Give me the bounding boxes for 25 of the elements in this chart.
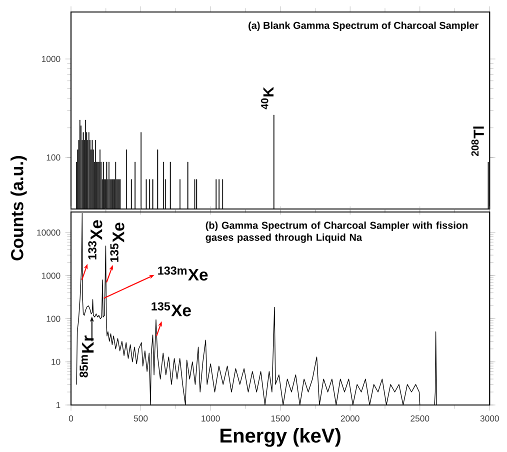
annotation: $^{133}$Xe [88,220,102,260]
text: (a) Blank Gamma Spectrum of Charcoal Sampler [248,22,478,31]
annotation: $^{40}$K [261,86,274,110]
x-tick-label: 1000 [202,415,220,422]
x-tick-label: 2000 [340,415,360,422]
x-axis-title: Energy (keV) [220,428,340,447]
annotation: $^{85m}$Kr [80,335,94,378]
annotation: $^{135}$Xe [152,302,191,316]
x-tick-label: 3000 [480,415,499,422]
x-tick-label: 2500 [410,415,430,422]
y-tick-label: 100 [46,316,60,322]
annotation: $^{135}$Xe [110,222,124,262]
x-tick-label: 0 [68,415,74,422]
y-tick-label: 100 [46,154,60,161]
y-tick-label: 10000 [37,230,60,236]
annotation: $^{133m}$Xe [158,266,208,281]
x-tick-label: 1500 [271,415,290,422]
x-tick-label: 500 [134,415,148,422]
y-axis-title: Counts (a.u.) [10,156,27,260]
text: (b) Gamma Spectrum of Charcoal Sampler with fission gases passed through Liquid Na [206,222,468,243]
y-tick-label: 1000 [42,56,60,62]
y-tick-label: 1000 [42,272,60,279]
y-tick-label: 10 [52,358,60,365]
annotation: $^{208}$Tl [471,126,484,156]
y-tick-label: 1 [56,402,60,408]
